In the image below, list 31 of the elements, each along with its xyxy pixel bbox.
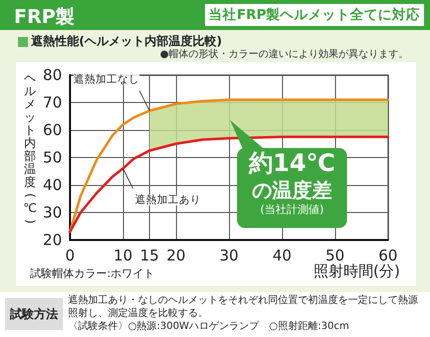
- x-tick-label: 15: [140, 246, 160, 264]
- chart-title: 遮熱性能(ヘルメット内部温度比較): [30, 33, 222, 48]
- text: FRP製: [14, 5, 75, 30]
- chart-subtitle: 当社FRP製ヘルメット全てに対応: [205, 4, 424, 26]
- line-series: [68, 136, 390, 233]
- annotation: 約14℃ の温度差: [248, 148, 336, 202]
- x-tick-label: 0: [65, 246, 75, 264]
- text: 〈試験条件〉○熱源:300Wハロゲンランプ ○照射距離:30cm: [68, 320, 350, 333]
- y-tick-label: 50: [42, 148, 62, 166]
- line-series: [68, 98, 390, 233]
- annotation: (当社計測値): [259, 202, 325, 218]
- y-tick-label: 70: [42, 94, 62, 112]
- x-tick-label: 20: [166, 246, 186, 264]
- text: 試験帽体カラー:ホワイト: [30, 266, 155, 281]
- text: 試験方法: [5, 298, 63, 330]
- y-tick-label: 60: [42, 121, 62, 139]
- text: 遮熱加工なし: [74, 72, 140, 86]
- x-tick-label: 50: [325, 246, 345, 264]
- text: ヘルメット内部温度(℃): [23, 71, 38, 224]
- x-tick-label: 60: [378, 246, 398, 264]
- text: 遮熱加工あり: [135, 193, 201, 206]
- x-tick-label: 30: [219, 246, 239, 264]
- y-tick-label: 30: [42, 204, 62, 222]
- x-tick-label: 10: [113, 246, 133, 264]
- x-tick-label: 40: [272, 246, 292, 264]
- text: 遮熱加工あり・なしのヘルメットをそれぞれ同位置で初温度を一定にして熱源照射し、測定温度を比較する。: [68, 294, 419, 320]
- x-axis-title: 照射時間(分): [313, 262, 400, 281]
- y-tick-label: 20: [42, 231, 62, 249]
- text: ●帽体の形状・カラーの違いにより効果が異なります。: [160, 48, 409, 61]
- y-tick-label: 40: [42, 176, 62, 194]
- y-tick-label: 80: [42, 66, 62, 84]
